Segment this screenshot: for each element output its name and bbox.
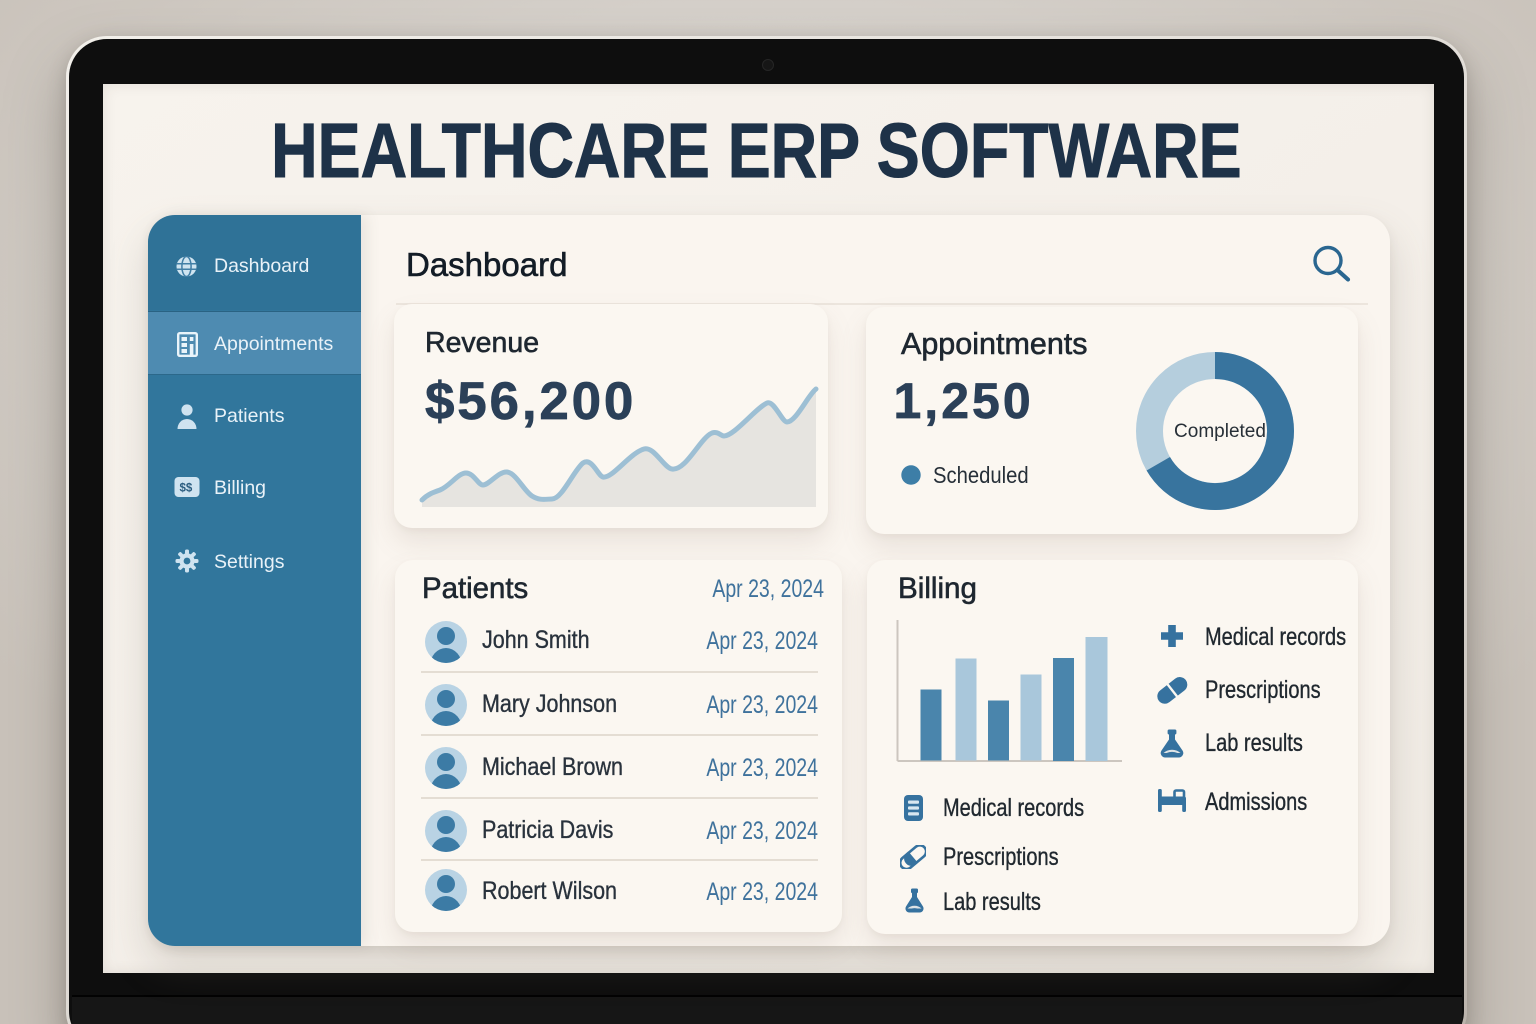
svg-text:$$: $$ — [180, 483, 193, 495]
